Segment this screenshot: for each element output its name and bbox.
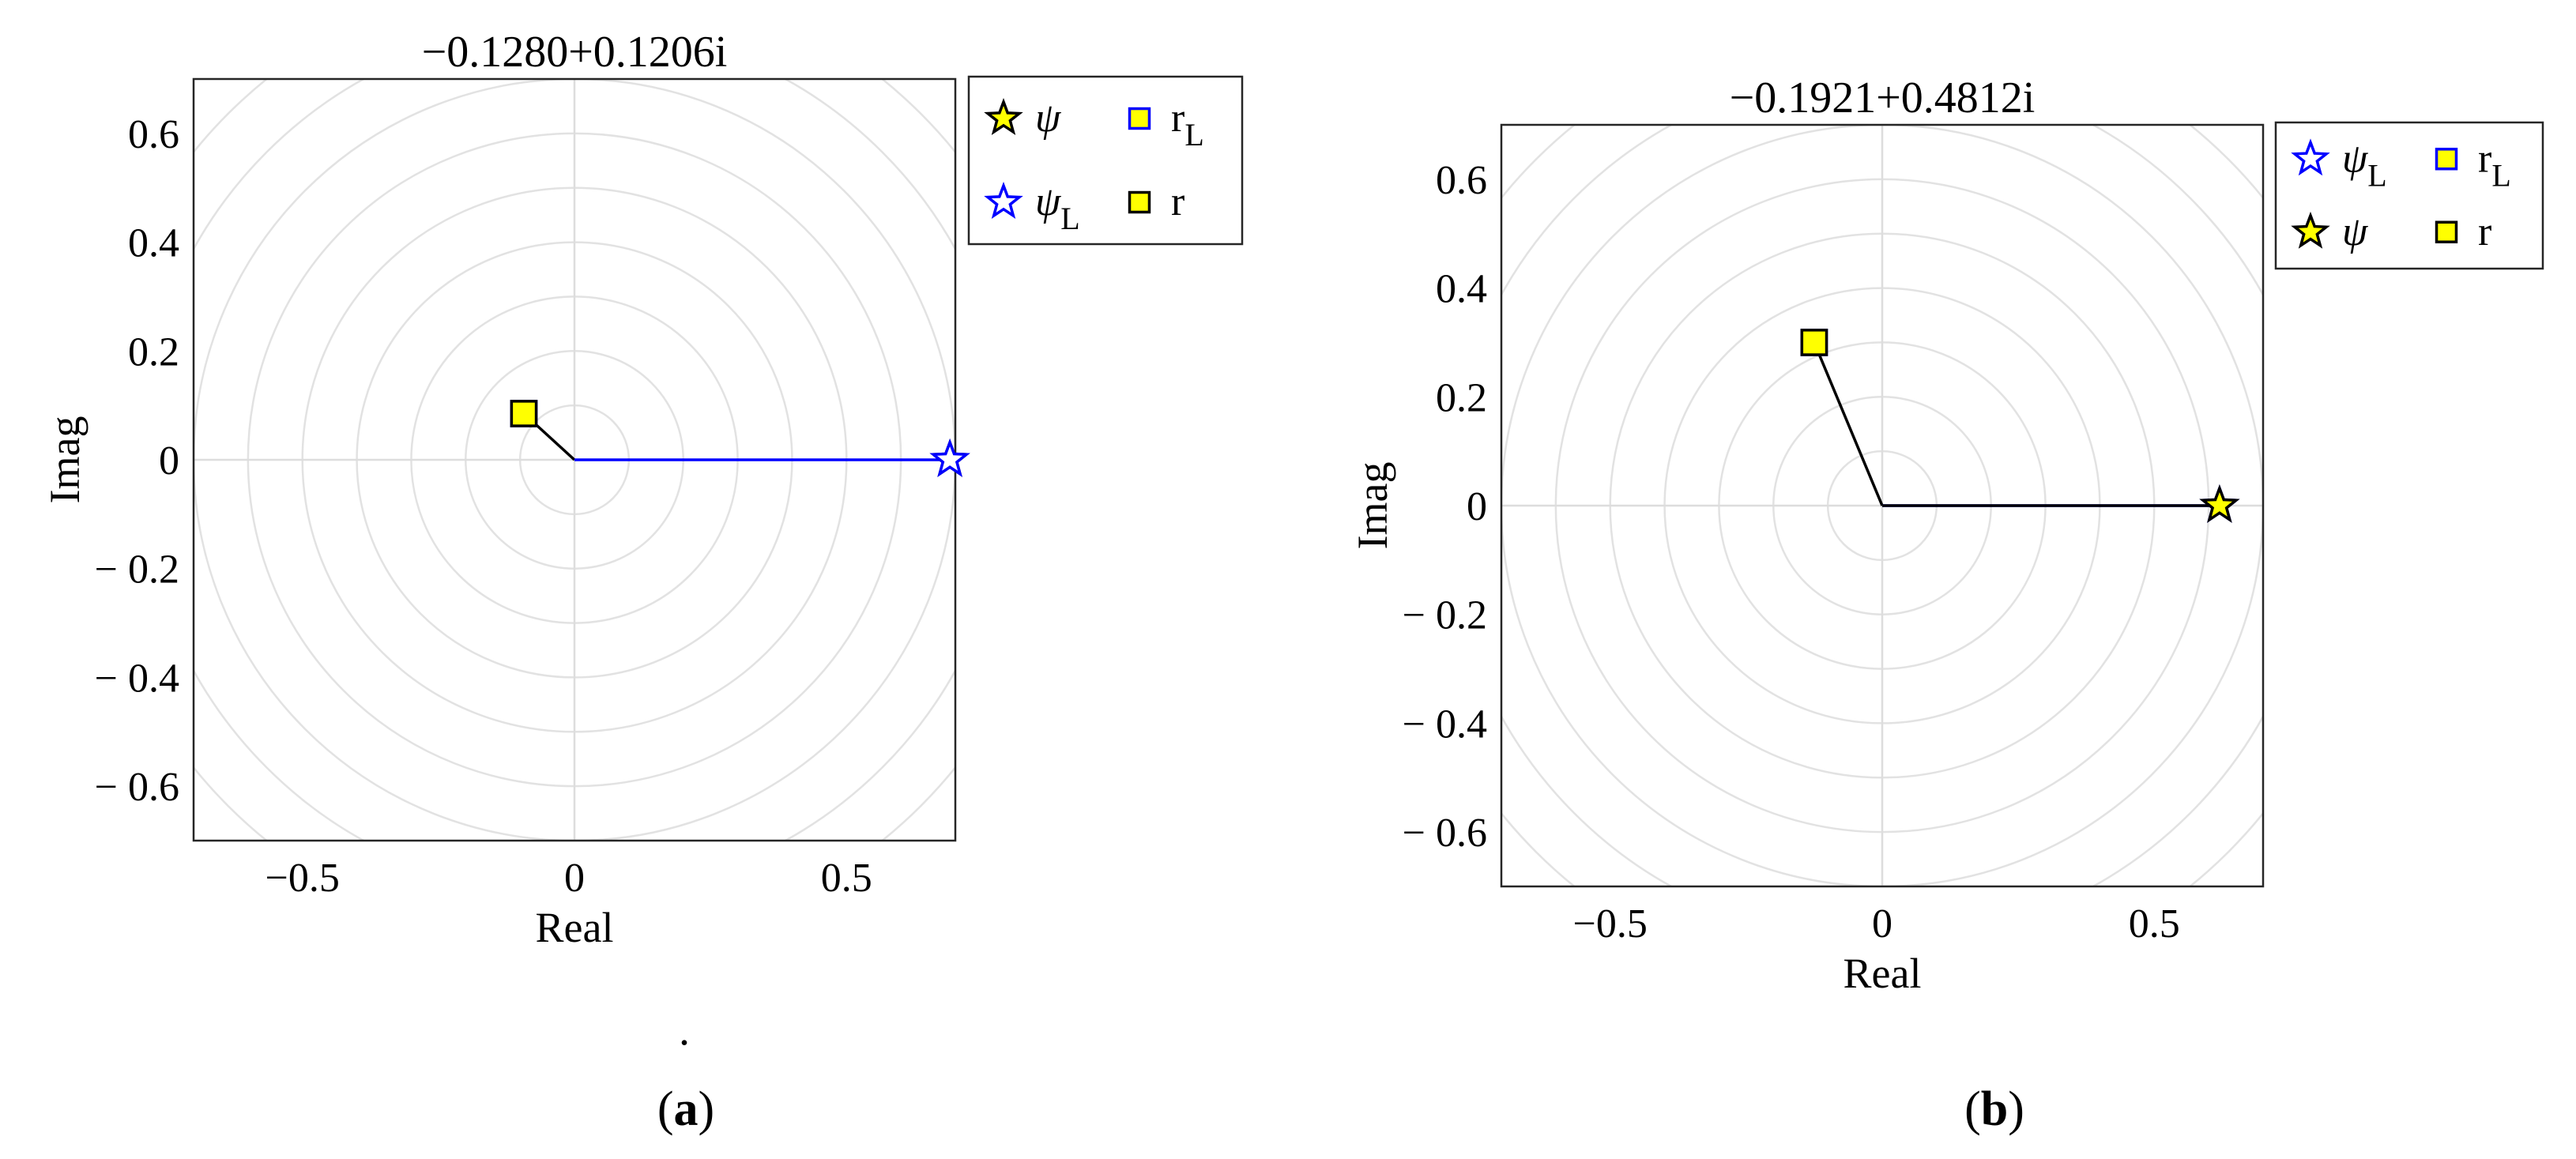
legend-label: ψ (2342, 209, 2369, 254)
x-tick-label: 0 (1872, 901, 1892, 946)
plot-area (194, 79, 955, 841)
data-point-square (510, 400, 538, 427)
legend-marker-star (984, 182, 1023, 220)
panel-label: (b) (1964, 1082, 2024, 1136)
y-tick-label: − 0.6 (1403, 811, 1487, 856)
data-point-star (2199, 484, 2240, 523)
legend-label: r (1171, 179, 1184, 224)
y-tick-label: 0.2 (128, 329, 179, 374)
y-tick-label: − 0.4 (1403, 702, 1487, 747)
x-tick-label: 0.5 (821, 856, 872, 901)
y-tick-label: 0.4 (128, 221, 179, 266)
legend-box (967, 75, 1244, 246)
legend-marker-square (2435, 148, 2458, 171)
y-tick-label: 0 (159, 438, 179, 484)
x-axis-label: Real (536, 904, 614, 951)
axes-frame (1500, 123, 2265, 888)
y-tick-label: − 0.6 (95, 765, 179, 810)
x-tick-label: −0.5 (266, 856, 340, 901)
x-axis-label: Real (1843, 950, 1922, 997)
legend-label: ψL (2342, 136, 2387, 193)
legend-marker-square (1128, 107, 1151, 130)
y-axis-label: Imag (41, 416, 89, 504)
y-tick-label: 0 (1467, 484, 1487, 529)
panel-a: −0.5 0 0.5 0.6 0.4 0.2 0 − 0.2 − 0.4 − 0.6 Real Ima… (41, 28, 1244, 1136)
legend-label: r (2478, 209, 2491, 254)
panel-b: −0.5 0 0.5 0.6 0.4 0.2 0 − 0.2 − 0.4 − 0.6 Real Ima… (1349, 73, 2544, 1136)
legend-marker-square (2435, 220, 2458, 243)
data-point-square (1800, 329, 1828, 356)
legend-label: ψ (1035, 96, 1062, 141)
y-tick-label: − 0.2 (1403, 593, 1487, 638)
x-tick-label: −0.5 (1573, 901, 1648, 946)
legend-label: ψL (1035, 179, 1080, 236)
plot-area (1501, 125, 2263, 886)
legend: ψL ψ rL r (2274, 121, 2544, 270)
legend: ψ ψL rL r (967, 75, 1244, 246)
legend-marker-star (2291, 211, 2330, 249)
legend-label: rL (1171, 96, 1204, 152)
y-axis-label: Imag (1349, 462, 1396, 550)
y-tick-label: 0.4 (1436, 267, 1487, 312)
legend-label: rL (2478, 136, 2511, 193)
chart-title: −0.1921+0.4812i (1730, 73, 2036, 122)
chart-title: −0.1280+0.1206i (422, 28, 728, 77)
y-tick-label: − 0.4 (95, 656, 179, 701)
legend-marker-square (1128, 190, 1151, 214)
data-point-star (929, 438, 970, 477)
legend-box (2274, 121, 2544, 270)
stray-mark: . (679, 1006, 690, 1055)
series-line (1813, 341, 1884, 506)
panel-label: (a) (657, 1082, 714, 1136)
x-tick-label: 0 (564, 856, 585, 901)
y-tick-label: 0.6 (1436, 158, 1487, 203)
legend-marker-star (2291, 138, 2330, 176)
y-tick-label: − 0.2 (95, 548, 179, 593)
x-tick-label: 0.5 (2129, 901, 2180, 946)
y-tick-label: 0.2 (1436, 375, 1487, 420)
y-tick-label: 0.6 (128, 112, 179, 157)
legend-marker-star (984, 98, 1023, 136)
